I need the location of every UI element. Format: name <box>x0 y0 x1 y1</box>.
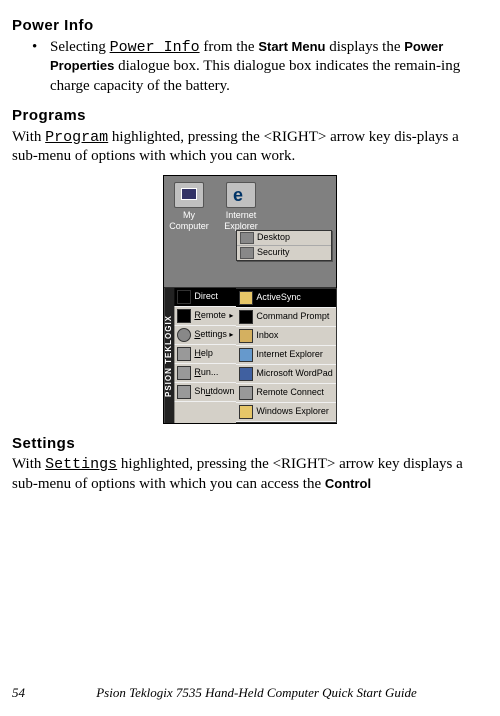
paragraph-settings: With Settings highlighted, pressing the … <box>12 455 488 494</box>
terminal-icon <box>177 309 191 323</box>
label: Security <box>257 247 290 259</box>
remote-icon <box>239 386 253 400</box>
sans-control: Control <box>325 476 371 491</box>
start-menu-left-column: Direct Remote ▸ Settings ▸ Help <box>174 288 237 423</box>
footer-title: Psion Teklogix 7535 Hand-Held Computer Q… <box>96 685 417 702</box>
start-menu: PSION TEKLOGIX Direct Remote ▸ Settings … <box>164 287 336 423</box>
computer-icon <box>174 182 204 208</box>
text: from the <box>200 39 259 55</box>
text: displays the <box>326 39 405 55</box>
label: Help <box>194 348 213 360</box>
text: With <box>12 456 45 472</box>
shutdown-icon <box>177 385 191 399</box>
chevron-right-icon: ▸ <box>229 330 233 340</box>
page-number: 54 <box>12 685 25 702</box>
gear-icon <box>177 328 191 342</box>
submenu-item-wordpad[interactable]: Microsoft WordPad <box>236 365 335 384</box>
desktop-icon-ie[interactable]: Internet Explorer <box>220 182 262 233</box>
heading-settings: Settings <box>12 434 488 454</box>
bullet-power-info: • Selecting Power Info from the Start Me… <box>32 38 488 97</box>
menu-item-remote[interactable]: Remote ▸ <box>174 307 236 326</box>
label: Microsoft WordPad <box>256 368 332 380</box>
submenu-item-inbox[interactable]: Inbox <box>236 327 335 346</box>
desktop-icon <box>240 232 254 244</box>
menu-item-help[interactable]: Help <box>174 345 236 364</box>
label: Command Prompt <box>256 311 329 323</box>
label: Inbox <box>256 330 278 342</box>
start-menu-right-column: ActiveSync Command Prompt Inbox Internet… <box>236 288 336 423</box>
sans-start-menu: Start Menu <box>258 39 325 54</box>
submenu-item-explorer[interactable]: Windows Explorer <box>236 403 335 422</box>
prompt-icon <box>239 310 253 324</box>
label: Remote <box>194 310 226 322</box>
menu-item-direct[interactable]: Direct <box>174 288 236 307</box>
ie-icon <box>239 348 253 362</box>
submenu-item-activesync[interactable]: ActiveSync <box>236 289 335 308</box>
label: ActiveSync <box>256 292 301 304</box>
paragraph-programs: With Program highlighted, pressing the <… <box>12 128 488 167</box>
terminal-icon <box>177 290 191 304</box>
float-row-desktop[interactable]: Desktop <box>237 231 331 246</box>
security-icon <box>240 247 254 259</box>
mono-settings: Settings <box>45 456 117 473</box>
chevron-right-icon: ▸ <box>229 311 233 321</box>
mono-power-info: Power Info <box>110 39 200 56</box>
menu-item-settings[interactable]: Settings ▸ <box>174 326 236 345</box>
menu-item-run[interactable]: Run... <box>174 364 236 383</box>
embedded-screenshot: My Computer Internet Explorer Desktop Se… <box>163 175 337 424</box>
menu-item-shutdown[interactable]: Shutdown <box>174 383 236 402</box>
label: Settings <box>194 329 227 341</box>
label: Run... <box>194 367 218 379</box>
run-icon <box>177 366 191 380</box>
folder-icon <box>239 291 253 305</box>
label: Desktop <box>257 232 290 244</box>
folder-icon <box>239 405 253 419</box>
float-row-security[interactable]: Security <box>237 246 331 260</box>
text: Selecting <box>50 39 110 55</box>
ie-icon <box>226 182 256 208</box>
bullet-marker: • <box>32 38 50 97</box>
inbox-icon <box>239 329 253 343</box>
label: Direct <box>194 291 218 303</box>
label: Shutdown <box>194 386 234 398</box>
submenu-item-remote-connect[interactable]: Remote Connect <box>236 384 335 403</box>
desktop-icon-my-computer[interactable]: My Computer <box>168 182 210 233</box>
icon-label: My Computer <box>168 210 210 233</box>
float-window: Desktop Security <box>236 230 332 261</box>
text: With <box>12 129 45 145</box>
heading-power-info: Power Info <box>12 16 488 36</box>
submenu-item-cmd[interactable]: Command Prompt <box>236 308 335 327</box>
label: Remote Connect <box>256 387 324 399</box>
page-footer: 54 Psion Teklogix 7535 Hand-Held Compute… <box>12 685 488 702</box>
heading-programs: Programs <box>12 106 488 126</box>
mono-program: Program <box>45 129 108 146</box>
help-icon <box>177 347 191 361</box>
submenu-item-ie[interactable]: Internet Explorer <box>236 346 335 365</box>
start-menu-sidebar: PSION TEKLOGIX <box>164 288 174 423</box>
label: Windows Explorer <box>256 406 329 418</box>
label: Internet Explorer <box>256 349 323 361</box>
wordpad-icon <box>239 367 253 381</box>
